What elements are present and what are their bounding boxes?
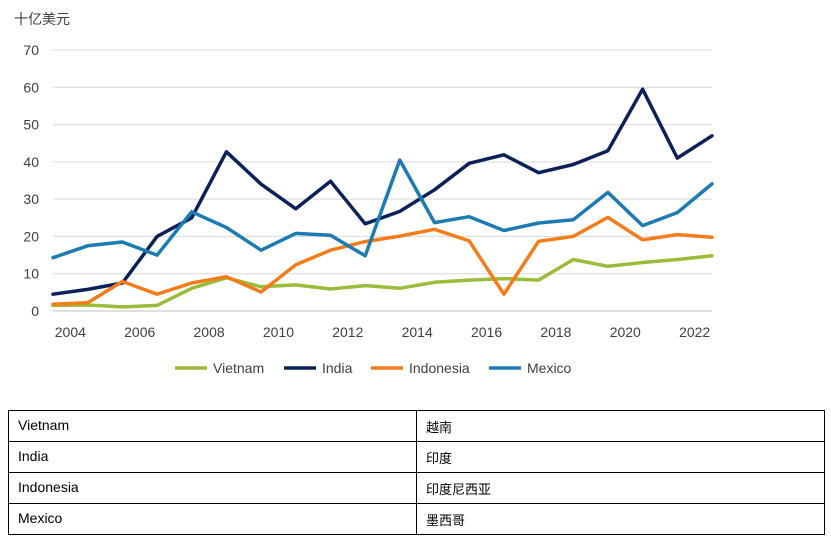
x-tick-label: 2016	[471, 324, 502, 340]
x-tick-label: 2004	[55, 324, 86, 340]
chinese-term: 印度尼西亚	[416, 472, 825, 504]
series-line-india	[51, 87, 714, 296]
translation-row: Indonesia 印度尼西亚	[8, 472, 825, 504]
x-tick-label: 2020	[610, 324, 641, 340]
unit-label: 十亿美元	[14, 12, 70, 28]
x-tick-label: 2006	[124, 324, 155, 340]
y-tick-label: 40	[23, 154, 39, 170]
y-tick-label: 70	[23, 42, 39, 58]
chinese-term: 墨西哥	[416, 503, 825, 535]
legend-label: Indonesia	[409, 360, 470, 376]
translation-table: Vietnam 越南 India 印度 Indonesia 印度尼西亚 Mexico 墨西哥	[8, 410, 825, 535]
legend-item-india: India	[284, 360, 353, 376]
legend: Vietnam India Indonesia Mexico	[175, 360, 572, 376]
y-tick-label: 20	[23, 228, 39, 244]
line-chart: 十亿美元 0 10 20 30 40 50 60 70 2004 2006 2008 2010 201…	[14, 12, 714, 376]
legend-item-mexico: Mexico	[489, 360, 572, 376]
series-line-vietnam	[51, 254, 714, 309]
legend-label: Vietnam	[213, 360, 264, 376]
english-term: Vietnam	[8, 410, 417, 442]
x-tick-label: 2018	[540, 324, 571, 340]
gridlines	[53, 49, 712, 312]
y-tick-label: 10	[23, 266, 39, 282]
x-tick-label: 2022	[679, 324, 710, 340]
x-tick-label: 2010	[263, 324, 294, 340]
x-tick-label: 2012	[332, 324, 363, 340]
y-tick-label: 0	[31, 303, 39, 319]
translation-row: India 印度	[8, 441, 825, 473]
translation-row: Mexico 墨西哥	[8, 503, 825, 535]
legend-label: Mexico	[527, 360, 572, 376]
chinese-term: 越南	[416, 410, 825, 442]
series-lines	[51, 87, 714, 309]
y-tick-label: 60	[23, 79, 39, 95]
series-line-indonesia	[51, 215, 714, 307]
english-term: Mexico	[8, 503, 417, 535]
y-tick-label: 50	[23, 117, 39, 133]
y-tick-label: 30	[23, 191, 39, 207]
legend-item-vietnam: Vietnam	[175, 360, 264, 376]
series-line-mexico	[51, 158, 714, 260]
english-term: Indonesia	[8, 472, 417, 504]
x-axis-ticks: 2004 2006 2008 2010 2012 2014 2016 2018 2020 2022	[55, 324, 711, 340]
translation-row: Vietnam 越南	[8, 410, 825, 442]
y-axis-ticks: 0 10 20 30 40 50 60 70	[23, 42, 39, 319]
chinese-term: 印度	[416, 441, 825, 473]
x-tick-label: 2008	[194, 324, 225, 340]
x-tick-label: 2014	[402, 324, 433, 340]
english-term: India	[8, 441, 417, 473]
legend-item-indonesia: Indonesia	[371, 360, 470, 376]
legend-label: India	[322, 360, 353, 376]
